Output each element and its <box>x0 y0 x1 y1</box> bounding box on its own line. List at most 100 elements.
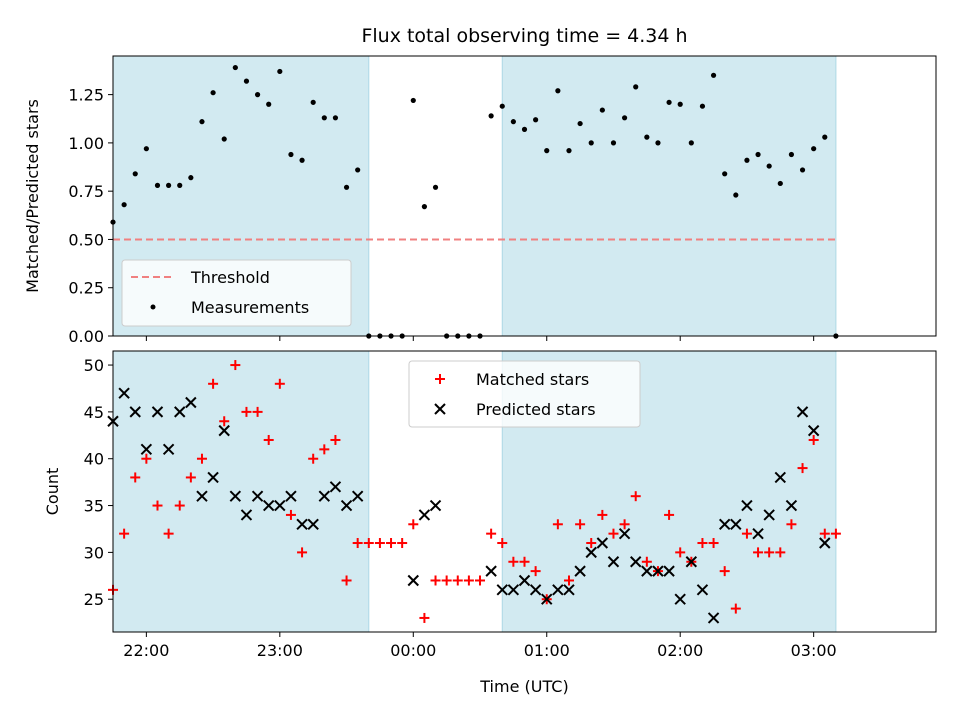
x-stroke-b <box>351 490 364 502</box>
y-tick-label: 1.25 <box>68 86 104 105</box>
y-tick-label: 35 <box>84 497 104 516</box>
predicted-star-point <box>140 443 153 456</box>
predicted-star-point <box>207 471 219 484</box>
measurement-point <box>621 115 628 121</box>
predicted-star-point <box>574 565 586 577</box>
measurement-point <box>243 78 250 84</box>
predicted-star-point <box>485 565 497 577</box>
predicted-star-point <box>185 396 197 409</box>
measurement-point <box>710 72 717 78</box>
matched-star-point <box>352 538 363 549</box>
matched-star-point <box>619 519 630 530</box>
x-stroke-b <box>552 584 564 596</box>
shaded-period <box>112 350 370 633</box>
matched-stars-points <box>108 360 841 623</box>
x-stroke-b <box>296 518 308 530</box>
predicted-star-point <box>585 546 597 559</box>
measurement-point <box>343 184 350 190</box>
x-stroke-b <box>274 499 286 512</box>
x-stroke-b <box>218 424 230 437</box>
measurement-point <box>566 148 572 154</box>
x-tick-label: 00:00 <box>390 641 436 660</box>
predicted-star-point <box>262 499 275 512</box>
x-stroke-b <box>685 556 698 568</box>
matched-star-point <box>319 444 330 455</box>
x-stroke-b <box>718 518 731 530</box>
x-stroke-b <box>518 574 531 587</box>
x-stroke-b <box>251 490 264 502</box>
top-legend: Threshold Measurements <box>121 259 352 327</box>
predicted-star-point <box>240 509 253 521</box>
top-y-ticks: 0.00 0.25 0.50 0.75 1.00 1.25 <box>68 86 113 346</box>
x-stroke-b <box>318 490 331 502</box>
measurement-point <box>599 107 605 113</box>
x-stroke-b <box>641 565 653 577</box>
bottom-plot-frame <box>112 350 937 633</box>
measurement-point <box>633 84 639 90</box>
matched-star-point <box>730 603 741 614</box>
predicted-star-point <box>730 518 742 530</box>
predicted-stars-points <box>107 387 831 624</box>
matched-star-point <box>664 509 675 520</box>
measurement-point <box>799 167 806 173</box>
matched-star-point <box>185 472 196 483</box>
predicted-star-point <box>251 490 264 502</box>
measurement-point <box>277 68 283 75</box>
x-tick-label: 02:00 <box>657 641 703 660</box>
x-stroke-b <box>652 565 664 577</box>
predicted-star-point <box>563 584 575 596</box>
predicted-star-point <box>785 499 798 512</box>
measurement-point <box>166 182 172 188</box>
predicted-star-point <box>162 443 175 456</box>
matched-star-point <box>741 528 752 539</box>
x-stroke-b <box>207 471 219 484</box>
top-x-ticks <box>145 336 815 341</box>
measurement-point <box>332 115 339 121</box>
x-stroke-b <box>785 499 798 512</box>
measurement-point <box>188 175 194 181</box>
measurement-point <box>588 140 594 146</box>
matched-star-point <box>586 538 597 549</box>
predicted-star-point <box>418 509 431 521</box>
x-stroke-b <box>696 584 709 596</box>
matched-star-point <box>252 406 263 417</box>
measurement-point <box>733 192 739 198</box>
matched-star-point <box>775 547 786 558</box>
matched-star-point <box>163 528 174 539</box>
matched-star-point <box>519 556 530 567</box>
matched-star-point <box>130 472 141 483</box>
y-tick-label: 1.00 <box>68 134 104 153</box>
measurement-point <box>254 92 261 98</box>
matched-star-point <box>386 538 397 549</box>
x-stroke-b <box>140 443 153 456</box>
matched-star-point <box>675 547 686 558</box>
matched-star-point <box>219 416 230 427</box>
measurement-point <box>421 204 428 210</box>
matched-star-point <box>830 528 841 539</box>
predicted-star-point <box>807 424 820 437</box>
x-stroke-b <box>418 509 431 521</box>
predicted-star-point <box>674 593 686 605</box>
predicted-star-point <box>318 490 331 502</box>
matched-star-point <box>819 528 830 539</box>
predicted-star-point <box>796 406 809 418</box>
matched-star-point <box>697 538 708 549</box>
x-stroke-b <box>807 424 820 437</box>
matched-star-point <box>552 519 563 530</box>
predicted-star-point <box>174 406 186 418</box>
x-stroke-b <box>741 499 753 512</box>
measurement-point <box>788 151 795 158</box>
matched-star-point <box>274 378 285 389</box>
matched-star-point <box>719 566 730 577</box>
measurement-point <box>199 119 205 125</box>
x-stroke-b <box>174 406 186 418</box>
matched-star-point <box>441 575 452 586</box>
matched-star-point <box>808 434 819 445</box>
predicted-star-point <box>529 584 542 596</box>
legend-plus-marker <box>435 374 445 384</box>
predicted-star-point <box>196 490 208 502</box>
predicted-star-point <box>607 556 620 568</box>
matched-star-point <box>630 491 641 502</box>
matched-star-point <box>208 378 219 389</box>
x-stroke-b <box>507 584 520 596</box>
